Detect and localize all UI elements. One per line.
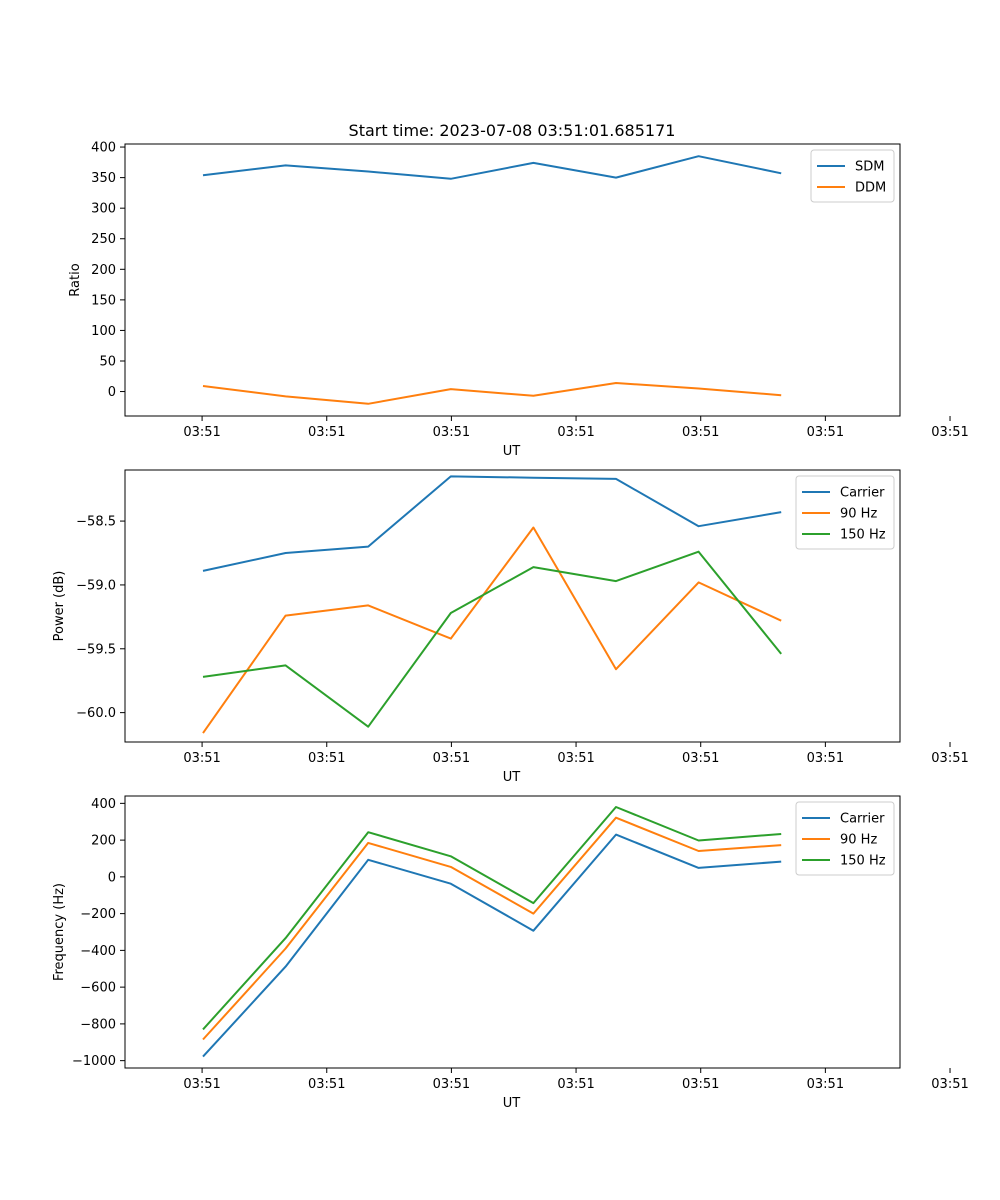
legend-label: SDM (855, 160, 884, 175)
subplot-2: 03:5103:5103:5103:5103:5103:5103:5103:52… (52, 469, 969, 785)
y-tick-label: 200 (91, 834, 116, 849)
series-line-150-hz (202, 806, 782, 1031)
x-tick-label: 03:51 (682, 1077, 719, 1092)
series-line-90-hz (202, 526, 782, 734)
x-tick-label: 03:51 (433, 425, 470, 440)
y-tick-label: −600 (80, 981, 116, 996)
y-tick-label: 0 (108, 385, 116, 400)
legend-box (795, 801, 895, 876)
x-tick-label: 03:51 (682, 425, 719, 440)
series-line-carrier (202, 475, 782, 572)
y-tick-label: 50 (99, 354, 116, 369)
x-tick-label: 03:51 (433, 1077, 470, 1092)
y-tick-label: 400 (91, 141, 116, 156)
y-tick-label: 250 (91, 232, 116, 247)
series-line-ddm (202, 382, 782, 405)
x-tick-label: 03:51 (183, 751, 220, 766)
legend-box (810, 149, 895, 203)
y-tick-label: −800 (80, 1017, 116, 1032)
x-axis-label: UT (503, 444, 521, 459)
plot-frame (124, 143, 901, 417)
y-tick-label: 0 (108, 870, 116, 885)
x-tick-label: 03:51 (557, 1077, 594, 1092)
x-tick-label: 03:51 (557, 425, 594, 440)
series-line-carrier (202, 833, 782, 1058)
x-tick-label: 03:51 (931, 1077, 968, 1092)
x-axis-label: UT (503, 770, 521, 785)
y-tick-label: −200 (80, 907, 116, 922)
y-tick-label: 400 (91, 797, 116, 812)
x-tick-label: 03:51 (931, 751, 968, 766)
figure-title: Start time: 2023-07-08 03:51:01.685171 (349, 121, 676, 140)
x-tick-label: 03:51 (183, 1077, 220, 1092)
legend-label: 150 Hz (840, 528, 886, 543)
x-tick-label: 03:51 (931, 425, 968, 440)
legend: Carrier 90 Hz 150 Hz (795, 475, 895, 550)
legend-box (795, 475, 895, 550)
x-tick-label: 03:51 (682, 751, 719, 766)
x-tick-label: 03:51 (433, 751, 470, 766)
series-line-150-hz (202, 550, 782, 728)
y-tick-label: −1000 (72, 1054, 116, 1069)
x-tick-label: 03:51 (308, 1077, 345, 1092)
legend: Carrier 90 Hz 150 Hz (795, 801, 895, 876)
series-line-90-hz (202, 816, 782, 1041)
subplot-3: 03:5103:5103:5103:5103:5103:5103:5103:52… (52, 795, 969, 1111)
x-tick-label: 03:51 (807, 1077, 844, 1092)
x-tick-label: 03:51 (308, 425, 345, 440)
legend-label: Carrier (840, 812, 885, 827)
y-tick-label: −60.0 (76, 706, 116, 721)
x-tick-label: 03:51 (183, 425, 220, 440)
x-tick-label: 03:51 (308, 751, 345, 766)
y-axis-label: Frequency (Hz) (52, 883, 67, 981)
legend: SDM DDM (810, 149, 895, 203)
y-axis-label: Ratio (68, 263, 83, 296)
legend-label: 150 Hz (840, 854, 886, 869)
y-tick-label: 150 (91, 293, 116, 308)
x-axis-label: UT (503, 1096, 521, 1111)
series-line-sdm (202, 155, 782, 180)
y-tick-label: −59.5 (76, 642, 116, 657)
x-tick-label: 03:51 (807, 425, 844, 440)
legend-label: Carrier (840, 486, 885, 501)
legend-label: DDM (855, 181, 886, 196)
y-tick-label: −58.5 (76, 515, 116, 530)
y-tick-label: 200 (91, 263, 116, 278)
y-tick-label: −59.0 (76, 578, 116, 593)
y-axis-label: Power (dB) (52, 571, 67, 642)
subplot-1: 03:5103:5103:5103:5103:5103:5103:5103:52… (68, 141, 969, 459)
plot-frame (124, 469, 901, 743)
y-tick-label: 350 (91, 171, 116, 186)
legend-label: 90 Hz (840, 507, 877, 522)
y-tick-label: 300 (91, 202, 116, 217)
x-tick-label: 03:51 (557, 751, 594, 766)
y-tick-label: −400 (80, 944, 116, 959)
x-tick-label: 03:51 (807, 751, 844, 766)
plots: 03:5103:5103:5103:5103:5103:5103:5103:52… (52, 141, 969, 1111)
legend-label: 90 Hz (840, 833, 877, 848)
plot-frame (124, 795, 901, 1069)
y-tick-label: 100 (91, 324, 116, 339)
